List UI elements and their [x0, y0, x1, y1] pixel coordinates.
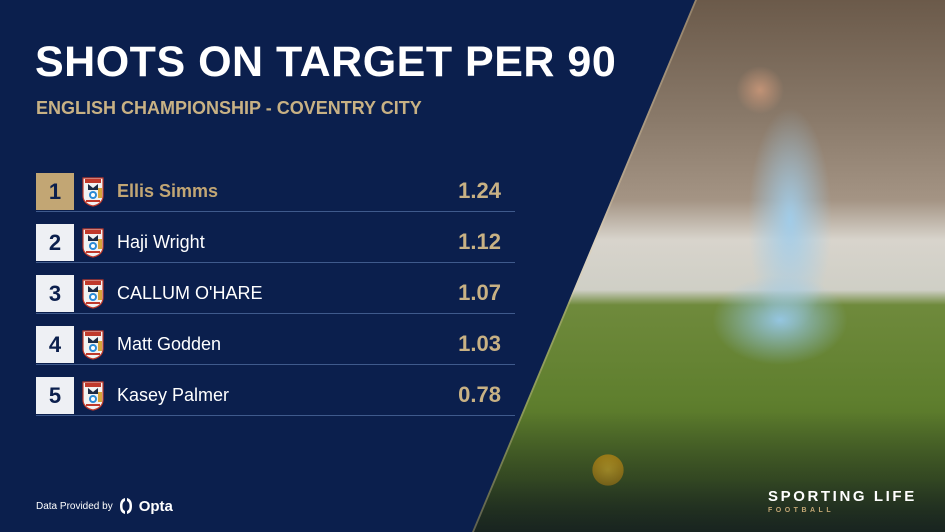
- rank-badge: 1: [36, 173, 74, 210]
- coventry-city-crest-icon: [82, 279, 104, 309]
- stat-value: 0.78: [458, 382, 501, 407]
- rank-badge: 2: [36, 224, 74, 261]
- table-row: 2 Haji Wright 1.12: [36, 224, 515, 263]
- table-row: 1 Ellis Simms 1.24: [36, 173, 515, 212]
- player-name: CALLUM O'HARE: [117, 283, 263, 303]
- stat-value: 1.03: [458, 331, 501, 356]
- player-name: Matt Godden: [117, 334, 222, 354]
- player-name: Ellis Simms: [117, 181, 219, 201]
- brand-section: FOOTBALL: [768, 507, 835, 514]
- credit-label: Data Provided by: [36, 500, 113, 512]
- brand-name: SPORTING LIFE: [768, 488, 917, 505]
- rank-badge: 3: [36, 275, 74, 312]
- player-name: Haji Wright: [117, 232, 205, 252]
- coventry-city-crest-icon: [82, 177, 104, 207]
- brand-logo: SPORTING LIFE FOOTBALL: [768, 489, 917, 514]
- table-row: 3 CALLUM O'HARE 1.07: [36, 275, 515, 314]
- stat-value: 1.12: [458, 229, 501, 254]
- table-row: 5 Kasey Palmer 0.78: [36, 377, 515, 416]
- stat-value: 1.24: [458, 178, 501, 203]
- provider-name: Opta: [138, 497, 173, 515]
- stat-value: 1.07: [458, 280, 501, 305]
- player-name: Kasey Palmer: [117, 385, 230, 405]
- coventry-city-crest-icon: [82, 381, 104, 411]
- page-title: SHOTS ON TARGET PER 90: [35, 38, 617, 86]
- data-credit: Data Provided by Opta: [36, 497, 173, 515]
- rank-badge: 4: [36, 326, 74, 363]
- opta-logo-icon: [119, 498, 132, 514]
- coventry-city-crest-icon: [82, 330, 104, 360]
- table-row: 4 Matt Godden 1.03: [36, 326, 515, 365]
- coventry-city-crest-icon: [82, 228, 104, 258]
- rank-badge: 5: [36, 377, 74, 414]
- page-subtitle: ENGLISH CHAMPIONSHIP - COVENTRY CITY: [36, 98, 422, 118]
- leaderboard: 1 Ellis Simms 1.24 2: [36, 173, 515, 428]
